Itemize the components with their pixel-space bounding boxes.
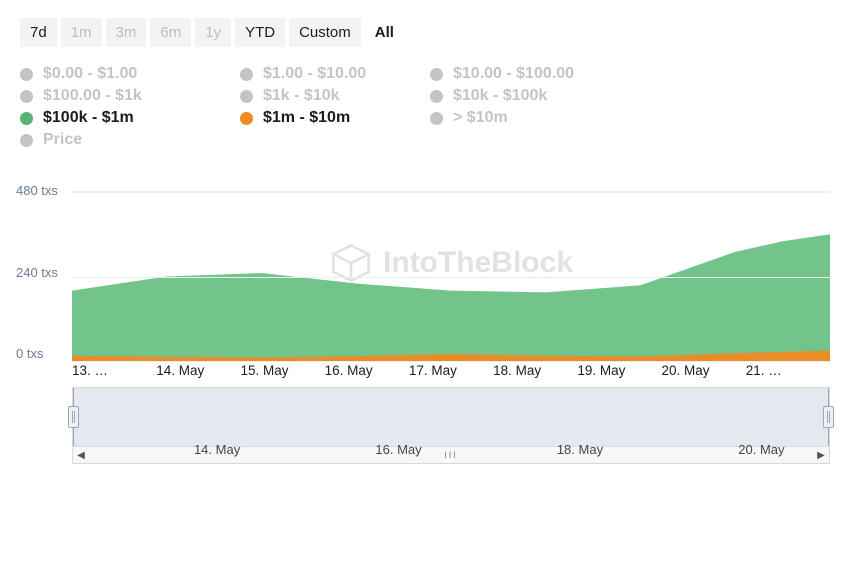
legend-item[interactable]: $10.00 - $100.00 xyxy=(430,65,650,83)
navigator-tick-label: 16. May xyxy=(375,442,421,457)
scroll-left-icon[interactable]: ◀ xyxy=(73,450,89,461)
x-tick-label: 15. May xyxy=(240,363,324,385)
navigator-scrollbar[interactable]: ◀ III ▶ xyxy=(72,447,830,464)
legend-dot-icon xyxy=(20,90,33,103)
navigator-tick-label: 18. May xyxy=(557,442,603,457)
legend-dot-icon xyxy=(20,112,33,125)
legend-label: $10.00 - $100.00 xyxy=(453,65,574,83)
legend-label: Price xyxy=(43,131,82,149)
navigator-tick-label: 20. May xyxy=(738,442,784,457)
legend-dot-icon xyxy=(240,68,253,81)
range-ytd[interactable]: YTD xyxy=(235,18,285,47)
legend-dot-icon xyxy=(240,112,253,125)
legend-item[interactable]: $100k - $1m xyxy=(20,109,240,127)
legend-label: $0.00 - $1.00 xyxy=(43,65,137,83)
legend-item[interactable]: $1m - $10m xyxy=(240,109,430,127)
x-tick-label: 16. May xyxy=(325,363,409,385)
range-7d[interactable]: 7d xyxy=(20,18,57,47)
range-all[interactable]: All xyxy=(365,18,404,47)
legend-item[interactable]: Price xyxy=(20,131,240,149)
x-tick-label: 21. … xyxy=(746,363,830,385)
navigator-tick-label: 14. May xyxy=(194,442,240,457)
legend-item[interactable]: $1k - $10k xyxy=(240,87,430,105)
range-6m[interactable]: 6m xyxy=(150,18,191,47)
x-axis-labels: 13. …14. May15. May16. May17. May18. May… xyxy=(72,363,830,385)
x-tick-label: 19. May xyxy=(577,363,661,385)
x-tick-label: 17. May xyxy=(409,363,493,385)
range-custom[interactable]: Custom xyxy=(289,18,361,47)
legend-item[interactable]: $0.00 - $1.00 xyxy=(20,65,240,83)
y-tick-label: 240 txs xyxy=(16,265,74,280)
x-tick-label: 13. … xyxy=(72,363,156,385)
legend-item[interactable]: $1.00 - $10.00 xyxy=(240,65,430,83)
legend-dot-icon xyxy=(20,68,33,81)
legend-label: $1.00 - $10.00 xyxy=(263,65,366,83)
legend-dot-icon xyxy=(240,90,253,103)
x-tick-label: 20. May xyxy=(662,363,746,385)
y-axis-labels: 480 txs 240 txs 0 txs xyxy=(16,183,74,383)
legend-label: $1k - $10k xyxy=(263,87,340,105)
legend-dot-icon xyxy=(430,90,443,103)
series-$100k - $1m xyxy=(72,234,830,361)
range-1m[interactable]: 1m xyxy=(61,18,102,47)
legend: $0.00 - $1.00 $1.00 - $10.00 $10.00 - $100… xyxy=(20,65,830,149)
plot-area[interactable]: IntoTheBlock xyxy=(72,191,830,361)
x-tick-label: 18. May xyxy=(493,363,577,385)
time-range-selector: 7d1m3m6m1yYTDCustomAll xyxy=(20,18,830,47)
legend-label: $100.00 - $1k xyxy=(43,87,142,105)
legend-label: > $10m xyxy=(453,109,508,127)
chart-navigator[interactable]: 14. May16. May18. May20. May xyxy=(72,387,830,447)
legend-label: $10k - $100k xyxy=(453,87,547,105)
legend-item[interactable]: > $10m xyxy=(430,109,650,127)
navigator-handle-left[interactable] xyxy=(68,406,79,428)
legend-dot-icon xyxy=(430,68,443,81)
legend-item[interactable]: $100.00 - $1k xyxy=(20,87,240,105)
legend-label: $1m - $10m xyxy=(263,109,350,127)
range-3m[interactable]: 3m xyxy=(106,18,147,47)
scroll-right-icon[interactable]: ▶ xyxy=(813,450,829,461)
txs-area-chart: 480 txs240 txs0 txs IntoTheBlock 13. …14… xyxy=(20,183,830,383)
y-tick-label: 480 txs xyxy=(16,183,74,198)
legend-label: $100k - $1m xyxy=(43,109,134,127)
legend-dot-icon xyxy=(20,134,33,147)
range-1y[interactable]: 1y xyxy=(195,18,231,47)
legend-item[interactable]: $10k - $100k xyxy=(430,87,650,105)
legend-dot-icon xyxy=(430,112,443,125)
navigator-handle-right[interactable] xyxy=(823,406,834,428)
navigator-mask[interactable] xyxy=(73,388,829,446)
x-tick-label: 14. May xyxy=(156,363,240,385)
y-tick-label: 0 txs xyxy=(16,346,74,361)
